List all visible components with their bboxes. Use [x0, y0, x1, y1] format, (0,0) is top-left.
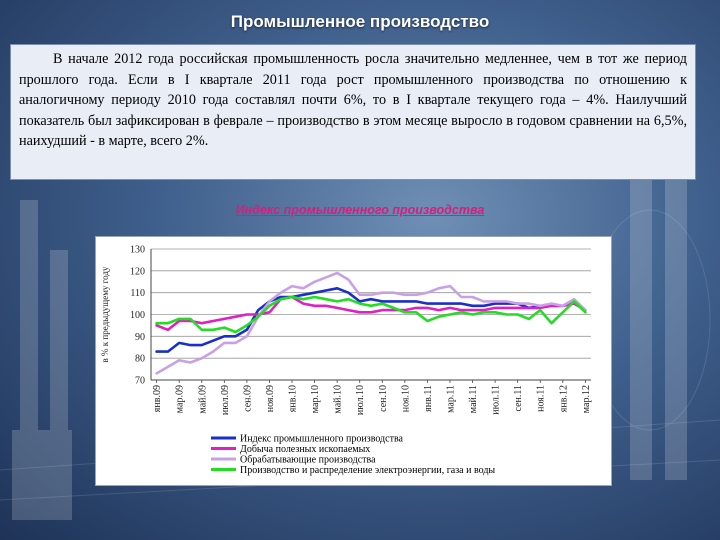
x-tick-label: янв.11 [423, 385, 434, 412]
series-line-3 [155, 271, 587, 375]
y-tick-label: 130 [130, 245, 145, 256]
x-tick-label: ноя.09 [265, 385, 276, 412]
body-paragraph: В начале 2012 года российская промышленн… [19, 51, 687, 150]
x-tick-label: июл.11 [491, 385, 502, 415]
slide-title: Промышленное производство [230, 12, 490, 31]
x-tick-label: ноя.11 [536, 385, 547, 412]
line-chart: 70 80 90 100 110 120 130 в % к предыдущему году… [100, 245, 592, 477]
y-tick-label: 80 [135, 354, 145, 365]
x-tick-label: мар.11 [445, 385, 456, 413]
y-tick-label: 120 [130, 266, 145, 277]
legend-label-1: Индекс промышленного производства [240, 434, 404, 445]
x-tick-label: янв.10 [288, 385, 299, 412]
x-tick-label: сен.11 [513, 385, 524, 411]
chart-caption: Индекс промышленного производства [235, 203, 485, 217]
legend-label-4: Производство и распределение электроэнер… [240, 465, 495, 476]
y-tick-label: 110 [130, 288, 145, 299]
series-line-4 [155, 295, 587, 334]
x-tick-label: мар.09 [175, 385, 186, 413]
x-tick-label: янв.12 [558, 385, 569, 412]
x-tick-label: июл.10 [355, 385, 366, 415]
y-axis-label: в % к предыдущему году [100, 266, 110, 362]
x-tick-label: мар.10 [310, 385, 321, 413]
chart-container: 70 80 90 100 110 120 130 в % к предыдущему году… [95, 236, 612, 486]
y-tick-label: 90 [135, 332, 145, 343]
x-tick-label: июл.09 [220, 385, 231, 415]
legend-label-2: Добыча полезных ископаемых [240, 444, 370, 455]
x-tick-label: сен.09 [242, 385, 253, 412]
text-box: В начале 2012 года российская промышленн… [10, 44, 696, 180]
x-tick-label: мар.12 [581, 385, 592, 413]
x-tick-label: ноя.10 [400, 385, 411, 412]
y-tick-label: 100 [130, 310, 145, 321]
x-tick-label: май.09 [197, 385, 208, 414]
x-tick-label: май.10 [333, 385, 344, 414]
x-tick-label: сен.10 [378, 385, 389, 412]
y-tick-label: 70 [135, 376, 145, 387]
series-line-2 [155, 295, 587, 332]
x-tick-label: янв.09 [152, 385, 163, 412]
x-tick-label: май.11 [468, 385, 479, 413]
legend-label-3: Обрабатывающие производства [240, 455, 376, 466]
